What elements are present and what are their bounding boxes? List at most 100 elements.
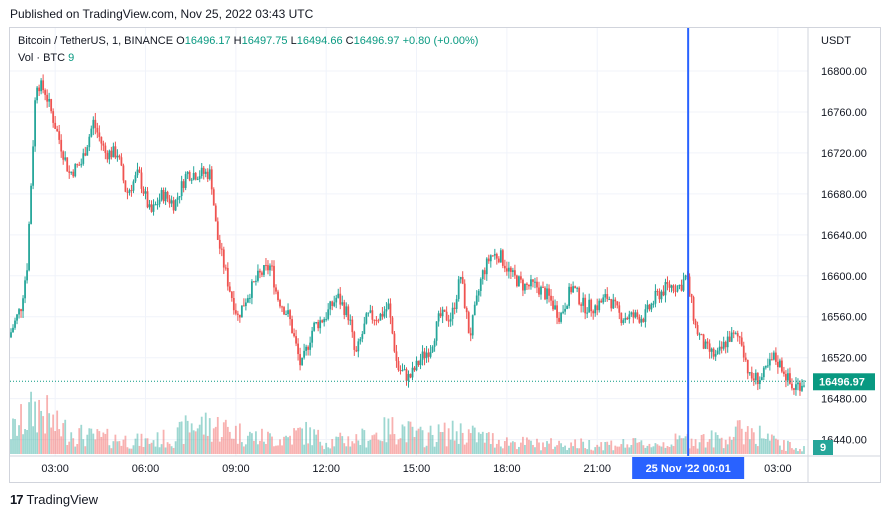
volume-bar	[377, 439, 380, 454]
volume-bar	[520, 442, 522, 454]
volume-bar	[493, 447, 496, 454]
volume-bar	[421, 430, 424, 454]
candle-body	[483, 270, 486, 275]
volume-bar	[489, 444, 492, 454]
volume-bar	[764, 438, 767, 454]
volume-bar	[202, 434, 205, 454]
volume-bar	[317, 429, 320, 454]
volume-bar	[791, 448, 793, 454]
volume-bar	[706, 441, 709, 454]
volume-bar	[774, 438, 777, 454]
candle-body	[152, 204, 155, 212]
volume-bar	[770, 434, 773, 454]
volume-bar	[152, 440, 155, 454]
candle-body	[393, 333, 396, 352]
candle-body	[507, 267, 510, 272]
volume-bar	[331, 439, 334, 454]
y-tick-label: 16480.00	[821, 394, 867, 406]
candle-body	[134, 175, 137, 182]
volume-bar	[383, 417, 386, 454]
candle-body	[624, 317, 627, 321]
candle-body	[538, 287, 540, 295]
candle-body	[164, 191, 167, 202]
volume-bar	[100, 436, 103, 454]
candle-body	[602, 297, 605, 303]
candle-body	[251, 281, 253, 298]
volume-bar	[84, 446, 87, 454]
candle-body	[489, 255, 492, 262]
candle-body	[210, 169, 213, 190]
candle-body	[42, 80, 45, 91]
volume-bar	[734, 426, 737, 454]
volume-bar	[397, 439, 400, 454]
volume-bar	[168, 443, 171, 454]
candle-body	[255, 280, 257, 282]
candle-body	[373, 319, 376, 321]
volume-bar	[524, 444, 526, 454]
volume-bar	[116, 441, 119, 454]
volume-bar	[36, 432, 39, 454]
volume-bar	[451, 420, 454, 454]
volume-bar	[475, 442, 478, 454]
volume-bar	[132, 445, 135, 454]
volume-bar	[588, 439, 591, 454]
volume-bar	[393, 434, 396, 454]
candle-body	[778, 360, 781, 368]
volume-bar	[146, 438, 149, 454]
volume-bar	[238, 423, 241, 454]
candle-body	[337, 293, 340, 298]
tradingview-brand[interactable]: 17 TradingView	[10, 492, 98, 507]
candle-body	[311, 330, 314, 343]
candle-body	[632, 312, 635, 318]
candle-body	[750, 372, 753, 379]
volume-bar	[495, 443, 498, 454]
candle-body	[791, 383, 793, 389]
candle-body	[174, 199, 177, 211]
volume-bar	[598, 446, 601, 454]
chart-frame[interactable]	[9, 27, 881, 483]
candle-body	[271, 265, 273, 267]
x-tick-label: 18:00	[493, 463, 521, 475]
candle-body	[439, 313, 442, 317]
candle-body	[222, 249, 225, 268]
candle-body	[558, 317, 560, 322]
candle-body	[756, 372, 759, 385]
candle-body	[128, 190, 131, 193]
candle-body	[146, 191, 149, 208]
volume-bar	[738, 420, 741, 454]
volume-bar	[746, 426, 749, 454]
candle-body	[329, 301, 332, 310]
candle-body	[596, 305, 599, 311]
candle-body	[656, 290, 659, 292]
candle-body	[793, 388, 795, 390]
volume-bar	[728, 436, 731, 454]
candle-body	[331, 301, 334, 306]
candle-body	[32, 146, 34, 186]
volume-bar	[58, 429, 61, 454]
volume-bar	[182, 443, 185, 454]
candle-body	[130, 190, 133, 192]
volume-bar	[708, 439, 711, 454]
volume-bar	[367, 440, 370, 454]
volume-bar	[218, 441, 221, 454]
candle-body	[212, 189, 215, 206]
candle-body	[688, 276, 691, 295]
volume-bar	[32, 426, 34, 454]
volume-bar	[503, 441, 506, 454]
volume-bar	[411, 426, 414, 454]
volume-bar	[273, 446, 275, 454]
candle-body	[218, 239, 221, 249]
candle-body	[401, 370, 404, 372]
volume-bar	[491, 433, 494, 454]
volume-bar	[24, 429, 26, 454]
candle-body	[783, 371, 785, 374]
volume-bar	[511, 441, 514, 454]
candle-body	[453, 307, 456, 309]
candle-body	[98, 132, 101, 137]
volume-bar	[754, 443, 757, 454]
volume-bar	[309, 427, 312, 454]
candle-body	[614, 299, 617, 302]
volume-bar	[244, 444, 247, 454]
volume-bar	[714, 432, 717, 454]
